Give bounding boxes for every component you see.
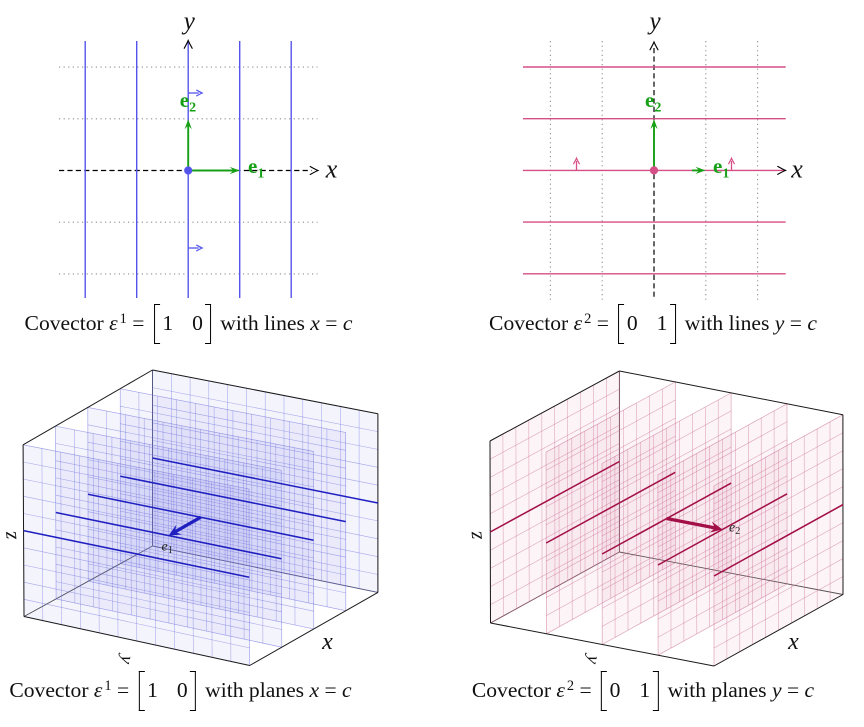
svg-text:x: x [321,629,333,655]
svg-text:e2: e2 [645,88,661,116]
svg-text:e2: e2 [729,521,740,538]
svg-text:e2: e2 [180,88,196,116]
svg-text:x: x [790,155,803,184]
svg-text:x: x [325,155,338,184]
svg-text:e1: e1 [713,154,729,182]
svg-text:z: z [462,530,487,541]
svg-text:x: x [787,629,799,655]
svg-text:y: y [117,652,139,666]
svg-text:e1: e1 [248,154,264,182]
svg-text:z: z [0,530,21,541]
svg-text:y: y [583,652,605,666]
svg-text:y: y [181,8,196,35]
svg-text:y: y [646,8,661,35]
svg-text:e1: e1 [162,540,173,557]
